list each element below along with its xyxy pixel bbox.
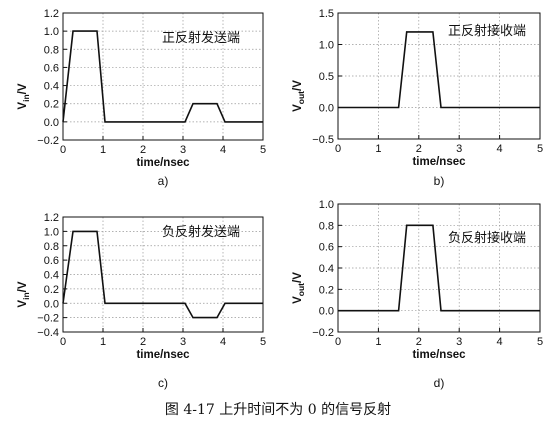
x-tick-label: 2 <box>416 143 422 155</box>
x-tick-label: 5 <box>537 143 543 155</box>
chart-panel-b: 0 1 2 3 4 5 −0.5 0.0 0.5 1.0 1.5 time/nsec Vout/V 正反射… <box>292 8 543 188</box>
y-tick-label: −0.2 <box>37 135 59 147</box>
panel-label: d) <box>434 376 445 390</box>
x-axis-label: time/nsec <box>136 157 190 169</box>
y-axis-label-main: V <box>292 104 304 112</box>
figure-caption: 图 4-17 上升时间不为 0 的信号反射 <box>165 402 391 418</box>
y-tick-label: 0.0 <box>44 298 59 310</box>
y-axis-label-unit: /V <box>17 83 29 94</box>
series-line <box>338 224 540 312</box>
y-tick-label: 0.0 <box>319 306 334 318</box>
y-axis-label-subscript: out <box>296 91 306 104</box>
x-tick-label: 2 <box>140 336 146 348</box>
panel-label: a) <box>158 174 169 188</box>
y-tick-label: 0.8 <box>319 220 334 232</box>
x-tick-label: 5 <box>537 336 543 348</box>
x-tick-label: 0 <box>60 336 66 348</box>
y-axis-label-unit: /V <box>292 80 304 91</box>
y-axis-label-main: V <box>292 296 304 304</box>
y-axis-label-unit: /V <box>17 281 29 292</box>
y-tick-label: 1.5 <box>319 8 334 20</box>
x-tick-label: 1 <box>100 336 106 348</box>
y-axis-label: Vout/V <box>292 272 306 304</box>
y-axis-label-unit: /V <box>292 272 304 283</box>
y-tick-label: 1.2 <box>44 8 59 20</box>
y-tick-label: 0.5 <box>319 71 334 83</box>
y-tick-label: 1.0 <box>44 26 59 38</box>
y-axis-label-subscript: in <box>21 94 31 102</box>
chart-panel-d: 0 1 2 3 4 5 −0.2 0.0 0.2 0.4 0.6 0.8 1.0 time/nsec Vou… <box>292 199 543 390</box>
y-axis-label: Vin/V <box>17 281 31 307</box>
panel-label: c) <box>158 376 168 390</box>
y-tick-label: 0.6 <box>44 62 59 74</box>
y-tick-label: −0.5 <box>312 134 334 146</box>
y-tick-label: 0.8 <box>44 241 59 253</box>
y-axis-label-main: V <box>17 102 29 110</box>
y-tick-label: 1.0 <box>319 40 334 52</box>
chart-panel-a: 0 1 2 3 4 5 −0.2 0.0 0.2 0.4 0.6 0.8 1.0 1.2 time/nsec… <box>17 8 266 188</box>
x-tick-label: 4 <box>220 144 226 156</box>
x-axis-label: time/nsec <box>136 349 190 361</box>
y-tick-label: 0.6 <box>44 255 59 267</box>
y-tick-label: −0.4 <box>37 327 59 339</box>
x-tick-label: 4 <box>497 143 503 155</box>
chart-annotation: 负反射接收端 <box>448 230 526 246</box>
x-tick-label: 5 <box>260 336 266 348</box>
series-line <box>62 30 263 123</box>
y-axis-label-main: V <box>17 300 29 308</box>
y-tick-label: 0.8 <box>44 44 59 56</box>
chart-annotation: 正反射接收端 <box>448 23 526 39</box>
x-tick-label: 3 <box>180 144 186 156</box>
y-tick-label: 0.4 <box>319 263 334 275</box>
y-tick-label: 1.0 <box>319 199 334 211</box>
x-tick-label: 3 <box>456 336 462 348</box>
x-axis-label: time/nsec <box>412 156 466 168</box>
y-tick-label: −0.2 <box>37 313 59 325</box>
chart-annotation: 负反射发送端 <box>162 224 240 240</box>
y-axis-label: Vin/V <box>17 83 31 109</box>
x-tick-label: 0 <box>335 336 341 348</box>
y-tick-label: 0.2 <box>44 99 59 111</box>
x-tick-label: 2 <box>140 144 146 156</box>
y-tick-label: 0.4 <box>44 270 59 282</box>
y-axis-label: Vout/V <box>292 80 306 112</box>
x-tick-label: 3 <box>456 143 462 155</box>
x-tick-label: 4 <box>220 336 226 348</box>
chart-panel-c: 0 1 2 3 4 5 −0.4 −0.2 0.0 0.2 0.4 0.6 0.8 1.0 1.2 time/… <box>17 212 266 390</box>
x-tick-label: 4 <box>497 336 503 348</box>
x-tick-label: 1 <box>375 143 381 155</box>
x-tick-label: 5 <box>260 144 266 156</box>
x-tick-label: 3 <box>180 336 186 348</box>
y-tick-label: 0.2 <box>319 284 334 296</box>
x-tick-label: 0 <box>335 143 341 155</box>
x-axis-label: time/nsec <box>412 349 466 361</box>
y-tick-label: 0.2 <box>44 284 59 296</box>
x-tick-label: 1 <box>375 336 381 348</box>
chart-annotation: 正反射发送端 <box>162 30 240 46</box>
x-tick-label: 0 <box>60 144 66 156</box>
y-tick-label: −0.2 <box>312 327 334 339</box>
y-tick-label: 0.4 <box>44 81 59 93</box>
plot-frame <box>62 12 264 141</box>
y-tick-label: 0.6 <box>319 242 334 254</box>
y-tick-label: 0.0 <box>44 117 59 129</box>
x-tick-label: 2 <box>416 336 422 348</box>
y-axis-label-subscript: out <box>296 283 306 296</box>
y-axis-label-subscript: in <box>21 292 31 300</box>
x-tick-label: 1 <box>100 144 106 156</box>
panel-label: b) <box>434 174 445 188</box>
series-line <box>338 31 540 109</box>
series-line <box>62 230 263 319</box>
y-tick-label: 1.2 <box>44 212 59 224</box>
y-tick-label: 0.0 <box>319 103 334 115</box>
y-tick-label: 1.0 <box>44 226 59 238</box>
